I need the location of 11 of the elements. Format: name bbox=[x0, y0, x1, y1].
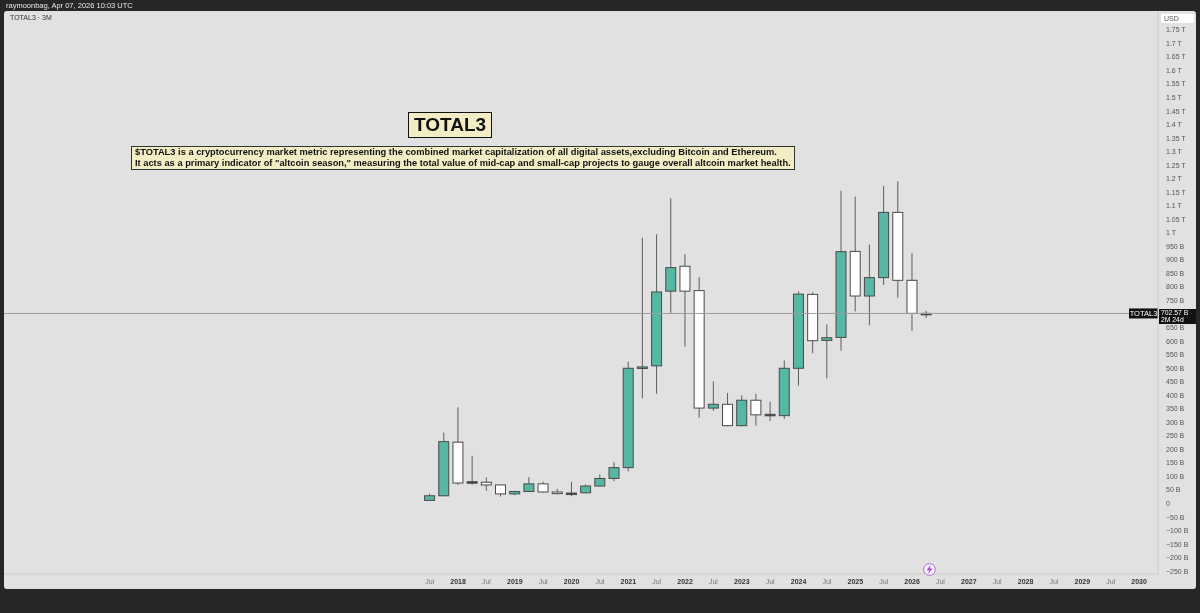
candlestick bbox=[636, 237, 648, 399]
candlestick bbox=[722, 392, 734, 427]
candlestick bbox=[466, 455, 478, 486]
text: TOTAL3 bbox=[408, 112, 493, 138]
candlestick bbox=[665, 197, 677, 314]
candlestick bbox=[707, 380, 719, 412]
candlestick bbox=[863, 244, 875, 326]
candlestick bbox=[821, 323, 833, 379]
text: $TOTAL3 is a cryptocurrency market metric representing the combined market capitalization of all digital assets,excluding Bitcoin and Ethereum. It acts as a primary indicator of "altcoin season," measuring the total value of mid-cap and small-cap projects to gauge overall altcoin market health. bbox=[131, 146, 795, 170]
candlestick bbox=[608, 461, 620, 482]
candlestick bbox=[750, 393, 762, 427]
